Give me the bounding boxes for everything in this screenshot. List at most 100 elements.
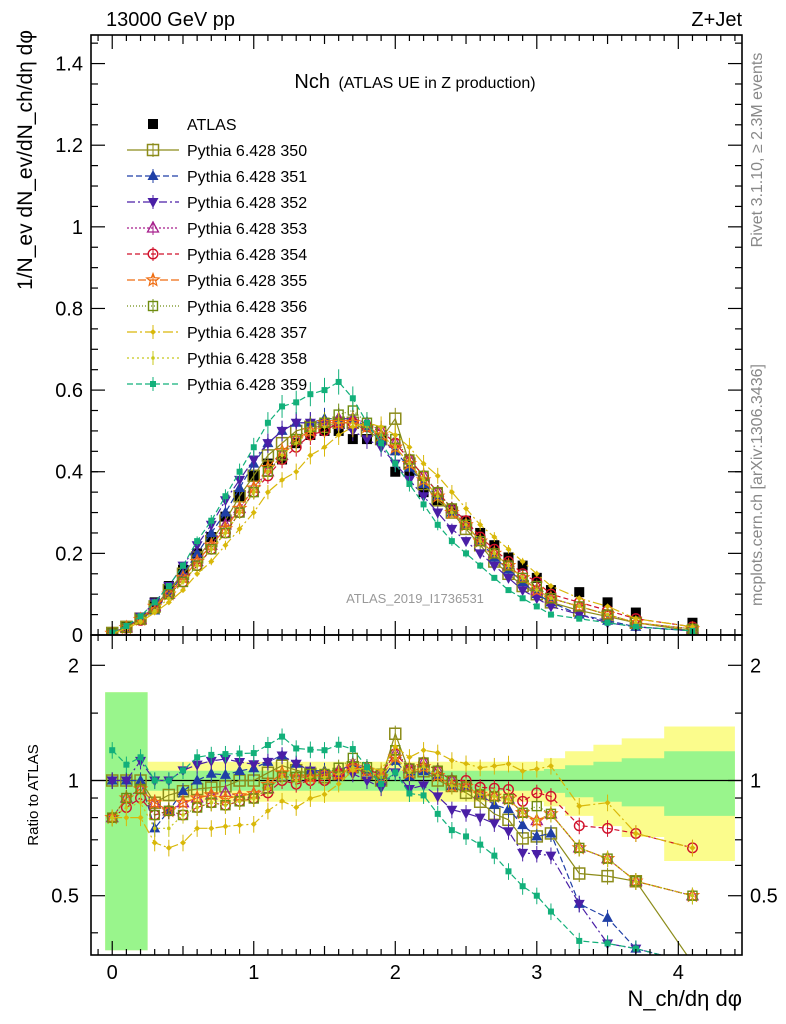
series-pythia-6.428-359 xyxy=(109,369,696,635)
ratio-point xyxy=(266,786,270,791)
ratio-point xyxy=(491,763,498,770)
data-point xyxy=(378,440,385,447)
data-point xyxy=(165,599,172,606)
ratio-point xyxy=(605,856,610,861)
ratio-point xyxy=(634,879,638,884)
ratio-point xyxy=(236,822,243,829)
rivet-label: Rivet 3.1.10, ≥ 2.3M events xyxy=(749,53,766,248)
ratio-point xyxy=(434,749,441,756)
analysis-watermark: ATLAS_2019_I1736531 xyxy=(346,591,484,606)
legend-entry: Pythia 6.428 355 xyxy=(127,271,307,290)
data-point xyxy=(432,508,444,519)
ratio-point xyxy=(152,826,157,831)
ratio-point xyxy=(601,869,614,883)
data-point xyxy=(505,587,512,594)
ratio-panel-series xyxy=(104,725,701,955)
legend-label: Pythia 6.428 354 xyxy=(187,247,307,264)
data-point xyxy=(335,432,342,438)
ratio-point xyxy=(165,777,172,784)
series-pythia-6.428-358 xyxy=(110,412,695,635)
data-point xyxy=(336,420,341,425)
ratio-point xyxy=(435,773,440,778)
axes: 0 0.2 0.4 0.6 0.8 1 1.2 1.4 0.5 0.5 1 1 2 2 0 1 2 3 4 xyxy=(51,34,778,984)
data-point xyxy=(307,391,314,398)
data-point xyxy=(420,501,427,508)
plot-title: Nch (ATLAS UE in Z production) xyxy=(294,71,535,93)
data-point xyxy=(632,623,639,630)
legend-label: Pythia 6.428 352 xyxy=(187,195,307,212)
legend-label: Pythia 6.428 350 xyxy=(187,143,307,160)
data-point xyxy=(276,426,288,437)
ratio-point xyxy=(234,758,246,769)
legend-label: Pythia 6.428 357 xyxy=(187,325,307,342)
ratio-point xyxy=(573,867,586,880)
ratio-point xyxy=(175,794,191,810)
data-point xyxy=(290,418,302,429)
ratio-point xyxy=(149,809,160,821)
ratio-point xyxy=(262,757,274,768)
data-point xyxy=(279,403,286,410)
x-tick-label: 1 xyxy=(248,962,259,984)
legend-marker xyxy=(147,300,159,312)
data-point xyxy=(307,452,314,459)
y-tick-label: 1.2 xyxy=(55,135,83,157)
ratio-point xyxy=(322,775,327,780)
ratio-point xyxy=(576,803,583,810)
ratio-point xyxy=(293,804,300,811)
ratio-point xyxy=(335,780,342,787)
header-left: 13000 GeV pp xyxy=(106,9,235,31)
y-tick-label: 1 xyxy=(72,217,83,239)
data-point xyxy=(505,546,512,553)
data-point xyxy=(294,441,299,445)
ratio-point xyxy=(392,769,399,776)
ratio-point xyxy=(195,805,199,810)
ratio-point xyxy=(533,766,540,773)
data-point xyxy=(517,572,528,584)
data-point xyxy=(477,521,484,528)
ratio-point xyxy=(448,757,455,764)
data-point xyxy=(533,570,540,577)
legend-entry: Pythia 6.428 350 xyxy=(127,143,307,160)
data-point xyxy=(392,460,399,467)
legend-label: Pythia 6.428 351 xyxy=(187,169,307,186)
legend-marker xyxy=(148,119,158,129)
ratio-point xyxy=(361,776,373,787)
data-point xyxy=(545,602,557,613)
plot-title-main: Nch xyxy=(294,71,330,93)
legend-marker xyxy=(147,198,159,208)
data-point xyxy=(393,445,398,450)
data-point xyxy=(478,539,482,543)
ratio-point xyxy=(351,765,355,770)
data-point xyxy=(181,580,185,584)
ratio-point xyxy=(576,937,583,944)
ratio-point xyxy=(604,940,611,947)
ratio-point xyxy=(181,813,185,817)
ratio-point xyxy=(632,945,639,952)
data-point xyxy=(420,460,427,467)
data-point xyxy=(293,468,300,475)
data-point xyxy=(266,469,270,474)
data-point xyxy=(138,618,143,623)
ratio-point xyxy=(237,799,242,804)
ratio-point xyxy=(547,908,554,915)
data-point xyxy=(191,547,203,558)
ratio-point xyxy=(604,799,611,806)
ratio-point xyxy=(177,785,189,796)
ratio-point xyxy=(222,823,229,830)
x-tick-label: 0 xyxy=(107,962,118,984)
legend-entry: Pythia 6.428 358 xyxy=(127,351,307,368)
ratio-point xyxy=(276,751,288,762)
data-point xyxy=(435,494,440,499)
ratio-point xyxy=(549,812,553,816)
data-point xyxy=(194,570,201,577)
ratio-point xyxy=(335,741,342,748)
data-point xyxy=(206,544,217,555)
ratio-outer-band xyxy=(105,692,735,951)
ratio-y-tick-label: 2 xyxy=(68,655,79,677)
ratio-point xyxy=(505,760,512,767)
ratio-point xyxy=(434,810,441,817)
ratio-point xyxy=(264,807,271,814)
ratio-y-tick-label-right: 0.5 xyxy=(750,886,778,908)
legend: ATLAS Pythia 6.428 350 Pythia 6.428 351 Pyt… xyxy=(127,117,307,394)
ratio-point xyxy=(533,892,540,899)
